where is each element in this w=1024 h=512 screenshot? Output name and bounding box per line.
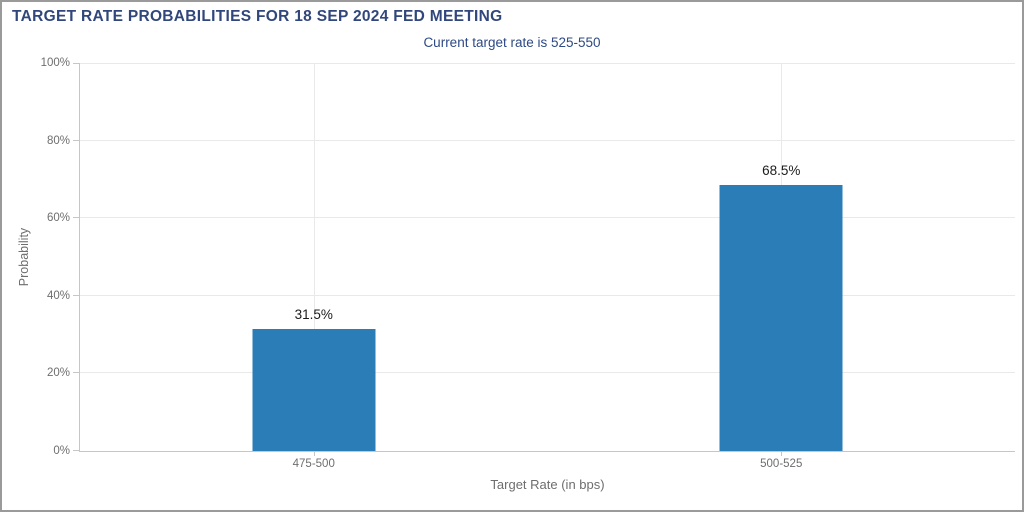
y-tick-label-80: 80% — [46, 134, 70, 147]
bar-fill-500-525 — [719, 185, 843, 451]
y-tick-60 — [73, 217, 79, 219]
plot-area: 0% 20% 40% 60% 80% 100% 31.5% 68.5% 475-… — [17, 57, 1015, 492]
h-gridline-40 — [80, 294, 1015, 296]
x-tick-label-475-500: 475-500 — [292, 458, 335, 470]
x-tick-label-500-525: 500-525 — [760, 458, 803, 470]
x-tick-475-500 — [313, 451, 315, 456]
v-gridline-475-500 — [313, 63, 315, 451]
bar-500-525: 68.5% — [719, 163, 843, 451]
y-tick-label-20: 20% — [46, 367, 70, 380]
y-tick-label-0: 0% — [53, 445, 70, 457]
h-gridline-80 — [80, 139, 1015, 141]
y-tick-label-100: 100% — [40, 57, 70, 69]
chart-subtitle: Current target rate is 525-550 — [423, 35, 601, 50]
y-axis-title: Probability — [17, 227, 31, 287]
y-tick-0 — [73, 450, 79, 451]
bar-fill-475-500 — [252, 328, 376, 451]
bar-value-500-525: 68.5% — [762, 163, 801, 179]
chart-title: TARGET RATE PROBABILITIES FOR 18 SEP 202… — [12, 8, 503, 25]
bar-475-500: 31.5% — [252, 307, 376, 451]
x-tick-500-525 — [781, 451, 783, 456]
h-gridline-60 — [80, 217, 1015, 219]
h-gridline-100 — [80, 63, 1015, 64]
y-tick-100 — [73, 63, 79, 64]
y-tick-label-40: 40% — [46, 289, 70, 302]
x-axis-title: Target Rate (in bps) — [490, 477, 605, 492]
y-tick-20 — [73, 372, 79, 374]
y-tick-label-60: 60% — [46, 212, 70, 225]
y-tick-40 — [73, 294, 79, 296]
y-tick-80 — [73, 139, 79, 141]
bar-value-475-500: 31.5% — [294, 306, 333, 322]
h-gridline-20 — [80, 372, 1015, 374]
